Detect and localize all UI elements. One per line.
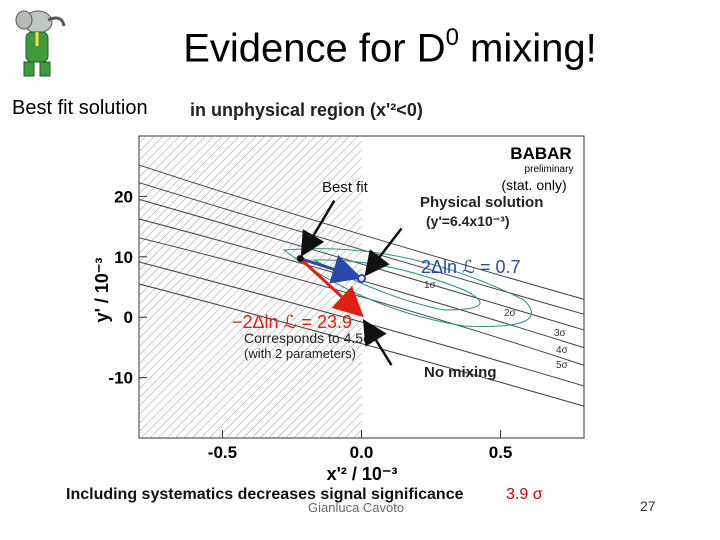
y-tick-label: 20 bbox=[114, 187, 133, 206]
slide-title: Evidence for D0 mixing! bbox=[183, 24, 597, 71]
best-fit-point bbox=[296, 255, 304, 263]
no-mixing-text: No mixing bbox=[424, 364, 497, 381]
best-fit-pointer-arrow bbox=[300, 199, 336, 257]
delta-nomix-label: −2Δln ℒ = 23.9 bbox=[232, 312, 352, 332]
y-axis-label: y' / 10⁻³ bbox=[92, 258, 112, 323]
physical-solution-text: Physical solution bbox=[420, 194, 543, 211]
sigma-2-label: 2σ bbox=[504, 308, 517, 319]
x-axis-ticks: -0.5 0.0 0.5 bbox=[208, 430, 513, 462]
physical-solution-value: (y'=6.4x10⁻³) bbox=[426, 213, 510, 229]
best-fit-to-no-mixing-arrow bbox=[299, 257, 364, 318]
y-tick-label: -10 bbox=[108, 369, 133, 388]
best-fit-solution-label: Best fit solution bbox=[12, 97, 148, 119]
significance-value: 3.9 σ bbox=[506, 486, 543, 503]
best-fit-to-physical-arrow bbox=[299, 254, 363, 284]
sigma-5-label: 5σ bbox=[556, 360, 569, 371]
contour-line bbox=[139, 237, 584, 366]
unphysical-region-label: in unphysical region (x'²<0) bbox=[190, 100, 423, 120]
page-number: 27 bbox=[640, 498, 656, 514]
x-axis-label: x'² / 10⁻³ bbox=[327, 464, 398, 484]
contour-line bbox=[139, 164, 584, 300]
contour-line bbox=[139, 283, 584, 407]
y-tick-label: 10 bbox=[114, 248, 133, 267]
elephant-mascot-logo bbox=[15, 10, 66, 77]
physical-solution-point bbox=[357, 274, 366, 284]
sigma-1-label: 1σ bbox=[424, 280, 437, 291]
stat-only-label: (stat. only) bbox=[501, 177, 566, 193]
sigma-3-label: 3σ bbox=[554, 328, 567, 339]
unphysical-region-hatch bbox=[139, 136, 362, 438]
preliminary-label: preliminary bbox=[525, 164, 574, 175]
y-tick-label: 0 bbox=[124, 308, 133, 327]
contour-line bbox=[139, 182, 584, 315]
x-tick-label: 0.0 bbox=[350, 443, 374, 462]
experiment-label: BABAR bbox=[510, 144, 571, 163]
corresponds-label: Corresponds to 4.5σ bbox=[244, 330, 372, 346]
physical-solution-pointer-arrow bbox=[364, 227, 403, 277]
y-axis-ticks: 20 10 0 -10 bbox=[108, 187, 147, 388]
author-name: Gianluca Cavoto bbox=[308, 500, 405, 515]
mixing-contour-chart: -0.5 0.0 0.5 20 10 0 -10 BABAR preliminary (s… bbox=[92, 135, 585, 484]
x-tick-label: -0.5 bbox=[208, 443, 237, 462]
sigma-4-label: 4σ bbox=[556, 345, 569, 356]
x-tick-label: 0.5 bbox=[489, 443, 513, 462]
best-fit-text: Best fit bbox=[322, 179, 369, 196]
parameters-label: (with 2 parameters) bbox=[244, 346, 356, 361]
systematics-note: Including systematics decreases signal s… bbox=[66, 486, 464, 503]
no-mixing-pointer-arrow bbox=[362, 318, 393, 366]
delta-physical-label: 2Δln ℒ = 0.7 bbox=[421, 257, 521, 277]
